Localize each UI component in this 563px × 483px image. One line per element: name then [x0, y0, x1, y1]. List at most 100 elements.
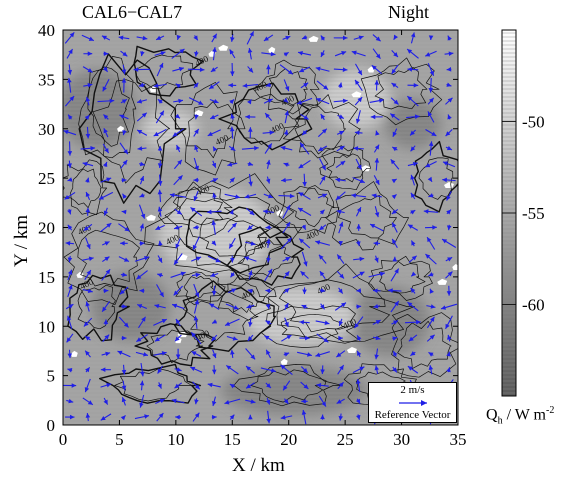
wind-vector-head — [430, 304, 436, 309]
wind-vector-head — [85, 350, 90, 356]
wind-vector-head — [105, 351, 111, 357]
wind-vector-head — [393, 320, 399, 325]
wind-vector — [338, 335, 343, 341]
wind-vector — [211, 414, 217, 420]
wind-vector — [209, 303, 220, 310]
wind-vector — [428, 351, 434, 357]
wind-vector — [279, 64, 294, 75]
wind-vector-head — [159, 398, 165, 404]
wind-vector — [81, 256, 94, 262]
wind-vector-head — [283, 385, 288, 391]
wind-vector-head — [423, 209, 429, 214]
wind-vector — [392, 336, 398, 341]
wind-vector — [301, 224, 307, 230]
wind-vector-head — [103, 51, 109, 57]
wind-vector-head — [428, 365, 434, 370]
wind-vector-head — [245, 114, 250, 120]
wind-vector-head — [285, 205, 291, 211]
wind-vector-head — [354, 130, 360, 136]
wind-vector — [171, 398, 185, 404]
wind-vector — [154, 51, 166, 56]
wind-vector-head — [122, 160, 128, 166]
wind-vector — [407, 301, 419, 312]
y-tick-label: 5 — [47, 367, 56, 386]
wind-vector — [336, 145, 345, 152]
wind-vector — [208, 81, 220, 90]
wind-vector — [368, 271, 385, 278]
wind-vector — [85, 301, 90, 312]
white-patch — [443, 182, 454, 189]
wind-vector-head — [356, 241, 361, 247]
wind-vector-head — [393, 351, 398, 357]
wind-vector — [298, 191, 311, 200]
contour-line — [99, 363, 202, 404]
wind-vector — [427, 176, 433, 183]
wind-vector — [374, 255, 379, 263]
y-tick-label: 40 — [38, 21, 55, 40]
wind-vector — [212, 146, 218, 152]
wind-vector-head — [305, 335, 310, 341]
wind-vector-head — [248, 67, 254, 73]
wind-vector — [85, 126, 91, 139]
wind-vector — [338, 82, 343, 89]
contour-line — [378, 261, 426, 294]
wind-vector — [122, 130, 127, 136]
wind-vector — [157, 160, 163, 169]
x-tick-label: 15 — [224, 430, 241, 449]
wind-vector-head — [265, 288, 271, 294]
wind-vector — [265, 176, 271, 184]
wind-vector — [300, 113, 309, 120]
wind-vector-head — [248, 321, 253, 327]
wind-vector-head — [315, 352, 321, 357]
wind-vector — [175, 318, 181, 326]
wind-vector — [298, 66, 311, 73]
wind-vector-head — [320, 35, 326, 41]
wind-vector — [318, 395, 327, 407]
contour-line — [264, 263, 415, 343]
wind-vector-head — [102, 86, 107, 92]
wind-vector-head — [85, 177, 90, 183]
wind-vector — [391, 178, 397, 184]
wind-vector — [372, 335, 381, 341]
wind-vector — [135, 351, 149, 357]
wind-vector — [445, 145, 453, 151]
wind-vector — [283, 79, 290, 92]
wind-vector-head — [371, 193, 377, 199]
wind-vector-head — [122, 304, 127, 309]
wind-vector-head — [157, 383, 162, 389]
wind-vector-head — [67, 163, 72, 169]
wind-vector — [136, 129, 148, 136]
wind-vector-head — [339, 365, 344, 371]
wind-vector — [373, 304, 381, 309]
wind-vector — [139, 223, 145, 232]
wind-vector — [211, 220, 217, 235]
wind-vector-head — [157, 257, 163, 263]
wind-vector-head — [446, 195, 451, 201]
wind-vector — [407, 83, 419, 88]
wind-vector — [211, 240, 217, 246]
wind-vector — [371, 64, 383, 75]
wind-vector — [338, 287, 344, 294]
wind-vector-head — [229, 257, 235, 263]
wind-vector — [300, 82, 309, 89]
wind-vector-head — [357, 97, 363, 103]
wind-vector-head — [351, 193, 357, 198]
contour-line — [170, 82, 246, 176]
wind-vector-head — [157, 189, 163, 195]
wind-vector-head — [299, 319, 305, 325]
wind-vector — [353, 316, 364, 329]
wind-vector — [372, 288, 381, 294]
wind-vector — [136, 334, 148, 343]
wind-vector — [210, 178, 219, 183]
wind-vector-head — [68, 284, 73, 290]
wind-vector-head — [138, 82, 144, 88]
wind-vector-head — [121, 209, 127, 215]
wind-vector — [265, 225, 272, 230]
wind-vector-head — [280, 415, 286, 420]
wind-vector-head — [248, 127, 253, 132]
wind-vector-head — [336, 209, 342, 215]
wind-vector-head — [427, 111, 433, 117]
wind-vector-head — [211, 162, 217, 168]
wind-vector — [121, 78, 127, 93]
wind-vector-head — [124, 226, 130, 232]
